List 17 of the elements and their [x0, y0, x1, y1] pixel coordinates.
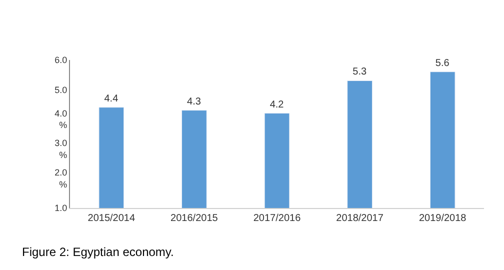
data-label: 5.6: [435, 58, 450, 69]
x-tick-label: 2017/2016: [253, 213, 302, 224]
y-tick-label: 1.0: [54, 203, 68, 214]
data-label: 4.2: [270, 99, 284, 110]
x-tick-label: 2015/2014: [88, 213, 136, 224]
data-label: 5.3: [352, 66, 367, 78]
caption: Figure 2: Egyptian economy.: [22, 245, 174, 259]
x-tick-label: 2018/2017: [336, 213, 384, 224]
data-label: 4.4: [104, 93, 119, 104]
x-tick-label: 2016/2015: [170, 213, 218, 224]
y-tick-label: 5.0: [54, 84, 68, 95]
data-label: 4.3: [187, 96, 202, 108]
x-tick-label: 2019/2018: [418, 213, 467, 224]
y-tick-label: 3.0 %: [54, 138, 68, 160]
y-tick-label: 4.0 %: [54, 108, 68, 130]
y-tick-label: 6.0: [54, 55, 68, 66]
y-tick-label: 2.0 %: [54, 168, 68, 190]
